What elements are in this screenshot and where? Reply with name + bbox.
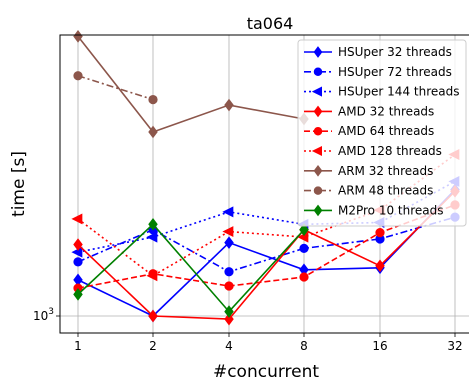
series-8 (73, 217, 309, 318)
x-tick-label: 1 (74, 339, 82, 353)
legend-swatch-marker (311, 145, 322, 157)
data-point (224, 305, 234, 318)
series-line (77, 190, 456, 320)
legend-entry: HSUper 32 threads (338, 45, 452, 59)
series-line (77, 204, 456, 289)
data-point (73, 71, 83, 81)
data-point (148, 94, 158, 105)
legend-swatch-marker (313, 164, 323, 177)
data-point (146, 231, 158, 243)
legend-swatch-marker (313, 126, 323, 136)
series-line (77, 223, 305, 313)
legend-swatch-marker (313, 105, 323, 118)
data-point (73, 257, 83, 267)
x-ticks: 1 2 4 8 16 32 (74, 333, 463, 353)
series-line (77, 189, 456, 317)
legend-swatch-marker (313, 46, 323, 58)
data-point (148, 309, 158, 323)
x-tick-label: 4 (225, 339, 233, 353)
legend-swatch-marker (313, 186, 323, 195)
data-point (224, 236, 234, 250)
data-point (224, 312, 234, 326)
data-point (222, 226, 234, 238)
series-line (77, 35, 305, 133)
chart-title: ta064 (247, 14, 294, 33)
legend-entry: AMD 32 threads (338, 104, 434, 118)
x-tick-label: 16 (372, 339, 387, 353)
legend: HSUper 32 threads HSUper 72 threads HSUper… (297, 39, 467, 227)
series-6 (73, 30, 309, 139)
legend-entry: HSUper 144 threads (338, 85, 459, 99)
legend-swatch-marker (311, 86, 322, 97)
legend-swatch-marker (313, 67, 323, 77)
x-tick-label: 32 (447, 339, 462, 353)
data-point (222, 206, 234, 218)
data-point (148, 125, 158, 139)
data-point (299, 243, 309, 253)
legend-box (297, 39, 467, 227)
x-tick-label: 2 (149, 339, 157, 353)
legend-swatch-marker (313, 204, 323, 217)
plot-frame (59, 34, 469, 334)
data-point (71, 246, 83, 258)
data-point (299, 272, 309, 282)
data-point (146, 270, 158, 282)
series-line (77, 216, 456, 273)
x-tick-label: 8 (300, 339, 308, 353)
data-point (375, 228, 385, 238)
x-axis-label: #concurrent (213, 362, 319, 381)
y-axis-label: time [s] (9, 151, 29, 217)
legend-entry: ARM 48 threads (338, 184, 433, 198)
data-point (224, 281, 234, 291)
legend-entry: HSUper 72 threads (338, 65, 452, 79)
data-point (299, 223, 309, 237)
legend-entry: AMD 128 threads (338, 144, 442, 158)
data-point (73, 288, 83, 301)
y-ticks: 103 (33, 307, 60, 323)
data-point (73, 238, 83, 251)
series-7 (73, 71, 158, 105)
data-point (148, 217, 158, 231)
series-line (77, 74, 154, 101)
data-point (71, 213, 83, 225)
data-point (224, 98, 234, 112)
legend-entry: AMD 64 threads (338, 124, 434, 138)
y-tick-label: 103 (33, 307, 54, 323)
data-point (224, 267, 234, 277)
data-point (375, 259, 385, 273)
legend-entry: M2Pro 10 threads (338, 203, 444, 217)
legend-entry: ARM 32 threads (338, 164, 433, 178)
